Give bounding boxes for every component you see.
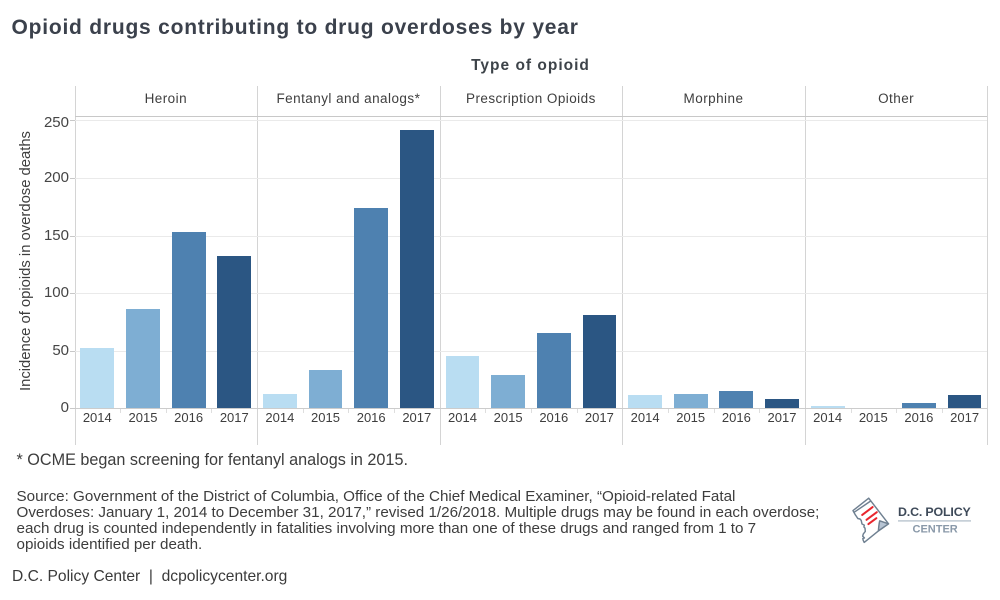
svg-text:D.C. POLICY: D.C. POLICY [898, 505, 971, 519]
svg-text:CENTER: CENTER [913, 523, 958, 535]
